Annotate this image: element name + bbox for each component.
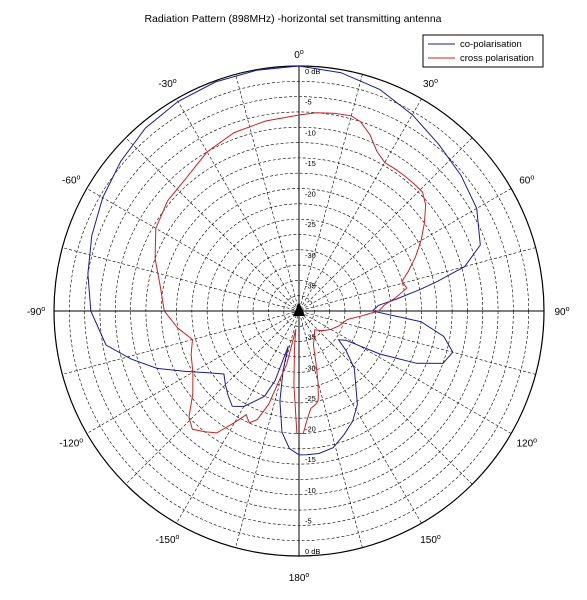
radial-label: 0 dB — [305, 67, 320, 76]
angle-label: 0o — [294, 49, 304, 61]
radial-label: -15 — [305, 159, 316, 168]
angle-label: 150o — [420, 534, 441, 546]
angle-label: 120o — [516, 438, 537, 450]
legend: co-polarisation cross polarisation — [422, 34, 544, 68]
radial-label: -5 — [305, 98, 312, 107]
center-triangle — [293, 302, 305, 316]
legend-label-cross-polarisation: cross polarisation — [460, 53, 534, 64]
radial-label: -20 — [305, 190, 316, 199]
legend-label-co-polarisation: co-polarisation — [460, 39, 522, 50]
radial-label: -15 — [305, 455, 316, 464]
radial-label: -20 — [305, 425, 316, 434]
center-marker — [293, 302, 305, 316]
radial-label: -25 — [305, 220, 316, 229]
radial-label: -30 — [305, 363, 316, 372]
radial-label: -30 — [305, 251, 316, 260]
chart-title: Radiation Pattern (898MHz) -horizontal s… — [144, 13, 441, 25]
angle-label: 30o — [423, 78, 438, 90]
radial-label: -10 — [305, 128, 316, 137]
angle-label: -90o — [27, 306, 45, 318]
angle-label: 180o — [289, 572, 310, 584]
angle-label: 60o — [519, 175, 534, 187]
angle-labels: 0o 30o 60o 90o 120o 150o 180o -150o -120o -90o -60… — [27, 49, 570, 584]
angle-label: -60o — [62, 175, 80, 187]
radial-label: -35 — [305, 281, 316, 290]
radial-label: -25 — [305, 394, 316, 403]
angle-label: -30o — [158, 78, 176, 90]
legend-box — [422, 34, 544, 68]
series-line-co-polarisation — [87, 65, 481, 456]
series-line-cross-polarisation — [154, 112, 427, 435]
radial-labels: 0 dB -5 -10 -15 -20 -25 -30 -35 -35 -30 -25 -20 -15 -… — [305, 67, 320, 556]
angle-label: 90o — [554, 306, 569, 318]
angle-label: -150o — [156, 534, 180, 546]
angle-label: -120o — [59, 438, 83, 450]
series-layer — [87, 65, 481, 456]
radial-label: -35 — [305, 333, 316, 342]
radial-label: -10 — [305, 486, 316, 495]
radial-label: -5 — [305, 516, 312, 525]
radial-label: 0 dB — [305, 547, 320, 556]
